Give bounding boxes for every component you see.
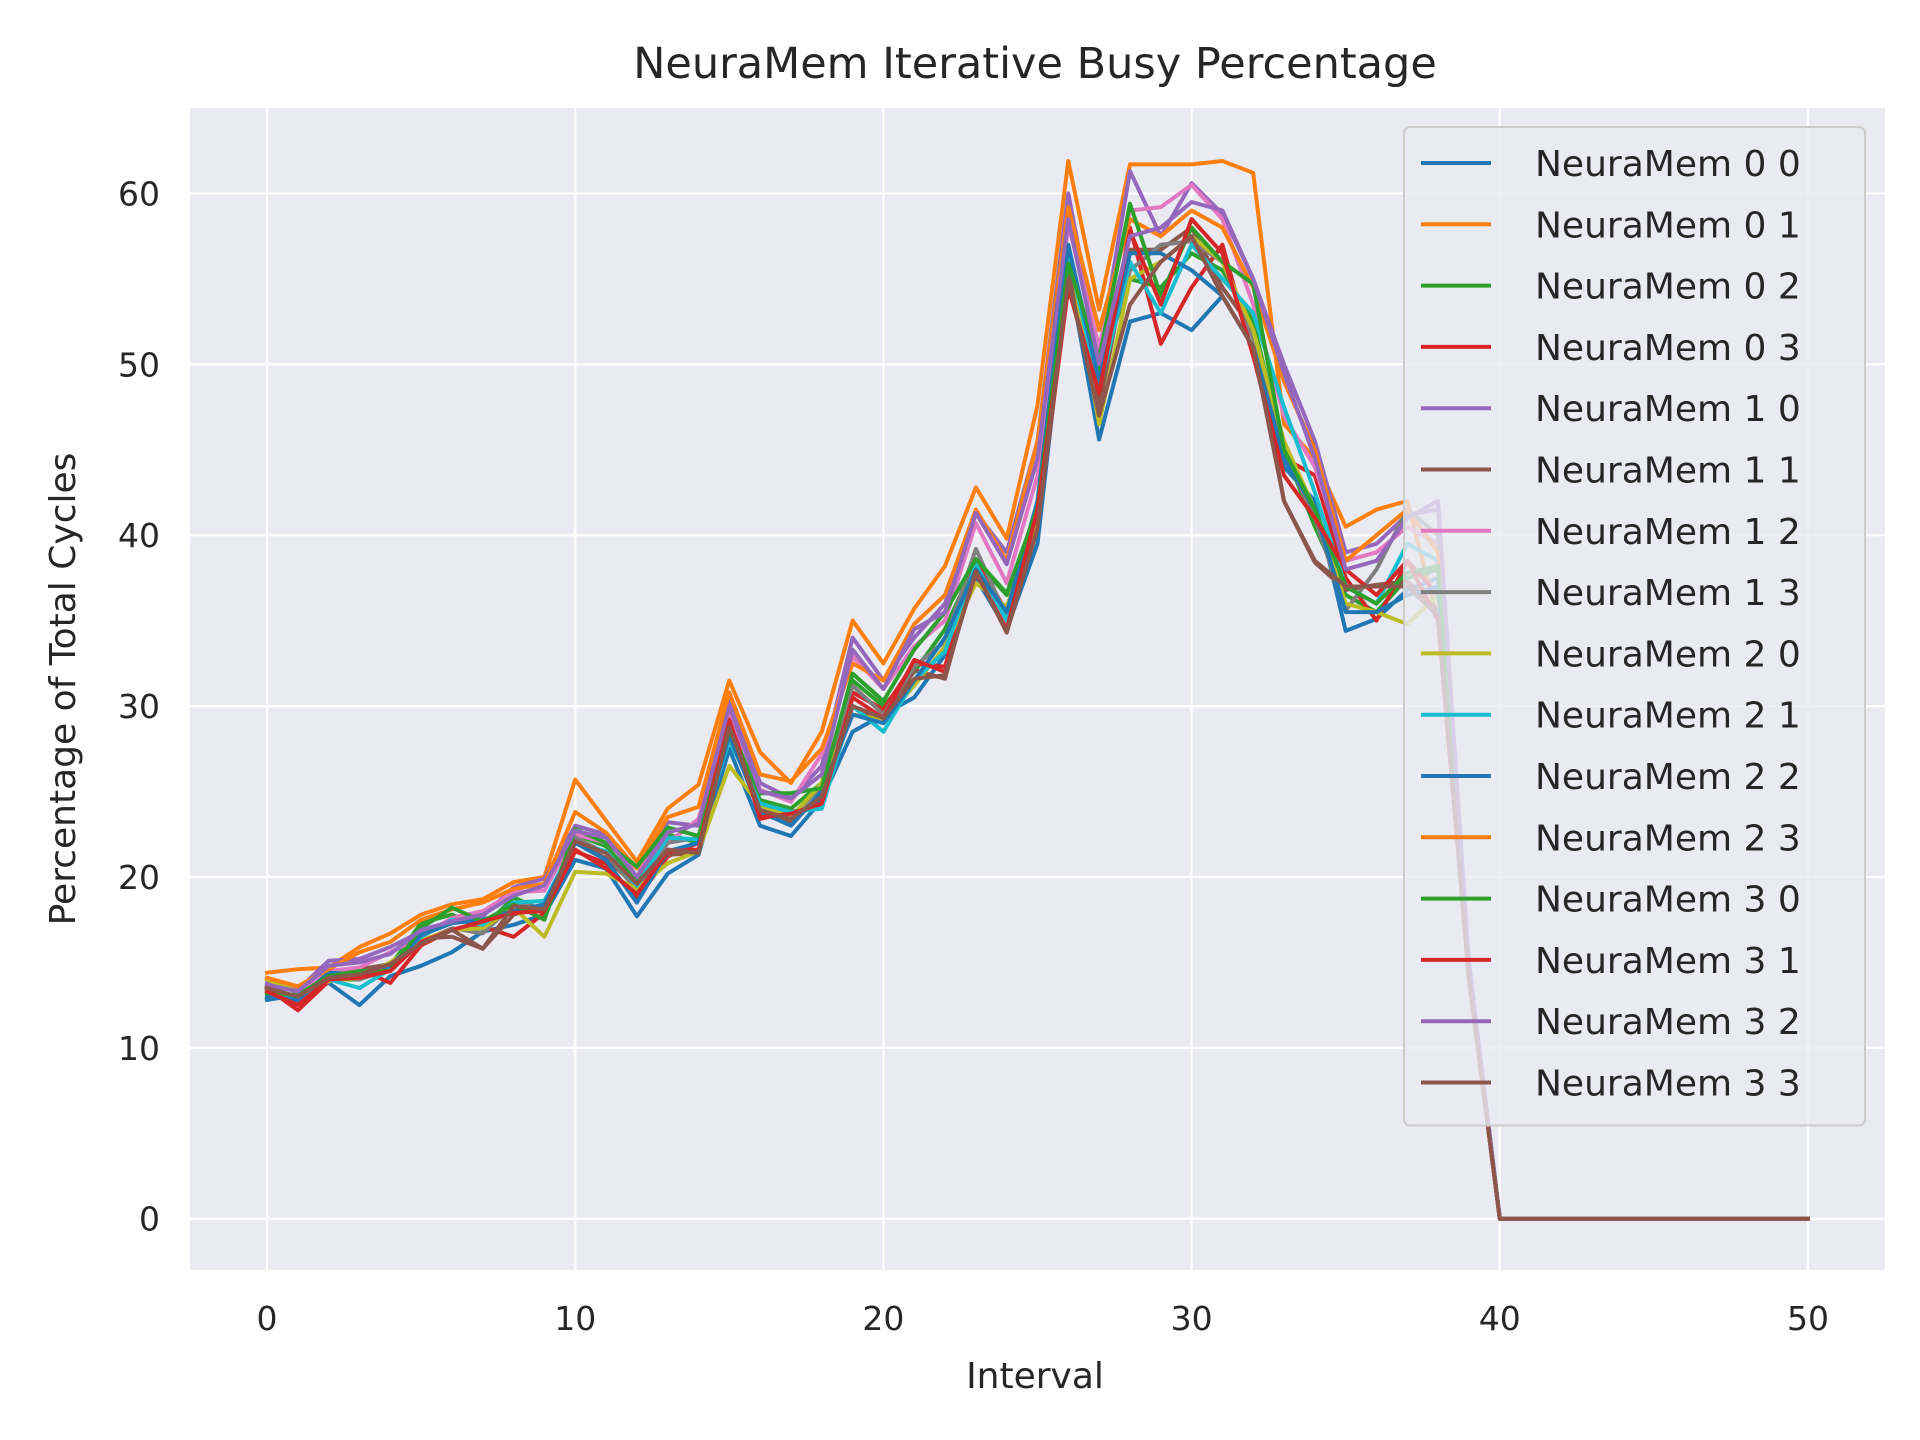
legend-label: NeuraMem 2 0 (1535, 634, 1801, 675)
y-tick-label: 40 (118, 516, 160, 555)
legend-label: NeuraMem 0 3 (1535, 328, 1801, 369)
legend-label: NeuraMem 2 1 (1535, 696, 1801, 737)
y-axis-label: Percentage of Total Cycles (43, 453, 84, 926)
legend-label: NeuraMem 3 1 (1535, 941, 1801, 982)
legend-label: NeuraMem 3 3 (1535, 1064, 1801, 1105)
x-tick-label: 20 (862, 1299, 904, 1338)
legend-label: NeuraMem 1 3 (1535, 573, 1801, 614)
y-tick-label: 10 (118, 1029, 160, 1068)
legend-label: NeuraMem 1 1 (1535, 451, 1801, 492)
legend-label: NeuraMem 0 0 (1535, 144, 1801, 185)
series-line-16 (264, 234, 1810, 1221)
y-tick-label: 60 (118, 174, 160, 213)
x-tick-label: 10 (554, 1299, 596, 1338)
y-tick-label: 30 (118, 687, 160, 726)
x-tick-label: 30 (1171, 1299, 1213, 1338)
series-lines (264, 159, 1810, 1221)
legend-label: NeuraMem 3 2 (1535, 1002, 1801, 1043)
legend-label: NeuraMem 2 3 (1535, 818, 1801, 859)
legend-box (1403, 126, 1866, 1127)
y-tick-label: 0 (139, 1200, 160, 1239)
legend-label: NeuraMem 0 2 (1535, 267, 1801, 308)
legend-label: NeuraMem 3 0 (1535, 880, 1801, 921)
legend-label: NeuraMem 2 2 (1535, 757, 1801, 798)
x-tick-label: 50 (1787, 1299, 1829, 1338)
tick-labels: 0 10 20 30 40 50 0 10 20 30 40 50 60 (118, 174, 1829, 1338)
y-tick-label: 50 (118, 345, 160, 384)
y-tick-label: 20 (118, 858, 160, 897)
x-axis-label: Interval (966, 1356, 1104, 1397)
x-tick-label: 40 (1479, 1299, 1521, 1338)
legend-label: NeuraMem 0 1 (1535, 205, 1801, 246)
x-tick-label: 0 (257, 1299, 278, 1338)
legend: NeuraMem 0 0 NeuraMem 0 1 NeuraMem 0 2 Neur… (1403, 126, 1866, 1127)
legend-label: NeuraMem 1 2 (1535, 512, 1801, 553)
legend-label: NeuraMem 1 0 (1535, 389, 1801, 430)
chart-title: NeuraMem Iterative Busy Percentage (633, 39, 1437, 89)
